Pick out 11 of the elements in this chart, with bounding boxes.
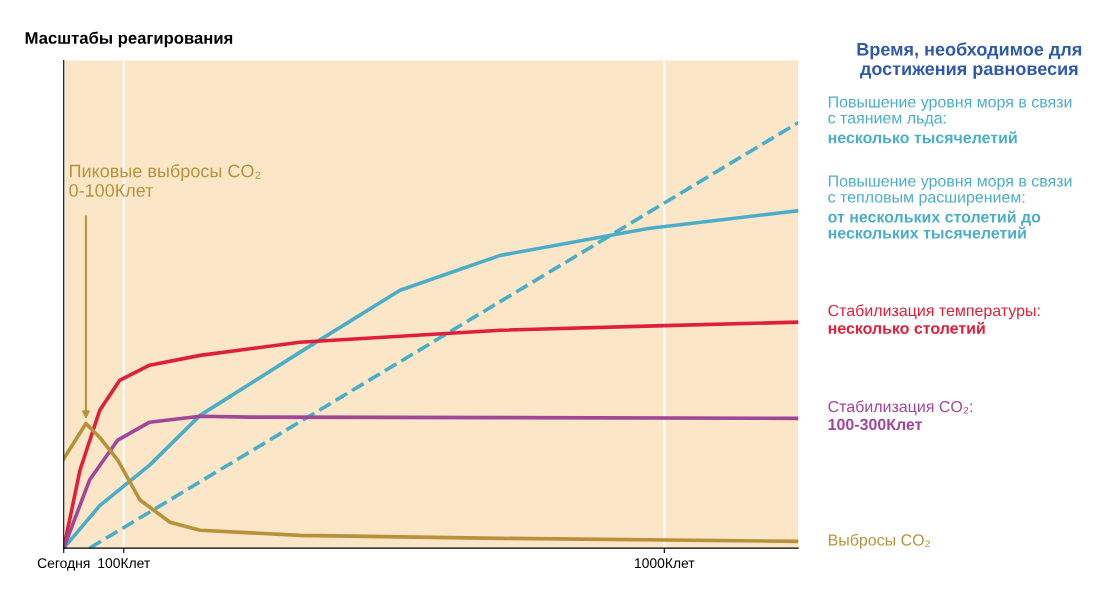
x-tick-label: 1000Клет: [635, 558, 695, 569]
series-label: Повышение уровня моря в связи с тепловым расширением: от нескольких столетий до нескольких тысячелетий: [828, 175, 1072, 239]
series-label: Повышение уровня моря в связи с таянием льда: несколько тысячелетий: [828, 96, 1072, 144]
text: Время, необходимое для достижения равновесия: [857, 42, 1082, 79]
series-label: Стабилизация CO₂: 100-300Клет: [828, 400, 972, 431]
chart-title: Масштабы реагирования: [25, 31, 233, 48]
annotation: Пиковые выбросы CO₂ 0-100Клет: [69, 163, 261, 197]
x-tick-label: 100Клет: [98, 558, 151, 569]
x-tick-label: Сегодня: [37, 558, 90, 571]
series-label: Стабилизация температуры: несколько столетий: [828, 304, 1040, 334]
series-label: Выбросы CO₂: [828, 533, 930, 549]
